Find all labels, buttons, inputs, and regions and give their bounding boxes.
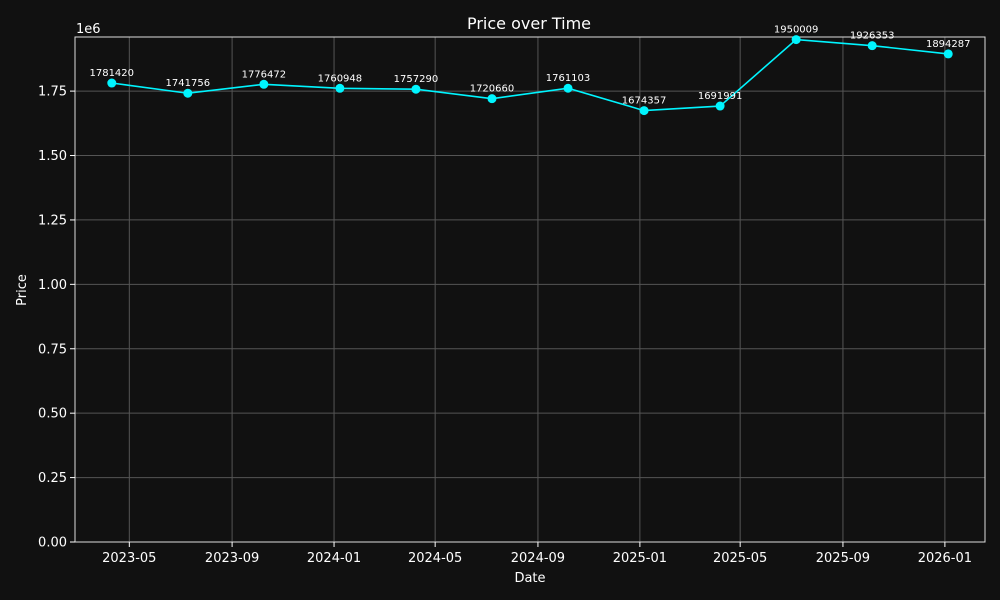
data-point [867,41,877,51]
data-label: 1757290 [394,74,439,85]
data-label: 1950009 [774,25,819,36]
data-label: 1894287 [926,39,971,50]
data-point [335,83,345,93]
data-label: 1674357 [622,96,667,107]
data-point [715,101,725,111]
data-label: 1741756 [166,78,211,89]
y-tick-label: 0.00 [38,536,67,551]
data-point [411,84,421,94]
x-tick-label: 2023-05 [102,551,156,566]
data-point [487,94,497,104]
data-label: 1760948 [318,73,363,84]
y-axis-title: Price [15,274,30,306]
series [107,35,953,116]
data-point [639,106,649,116]
x-axis-title: Date [514,571,545,586]
x-tick-label: 2025-09 [816,551,870,566]
data-label: 1720660 [470,84,515,95]
data-point [791,35,801,45]
y-offset-label: 1e6 [76,22,101,37]
x-tick-label: 2025-05 [713,551,767,566]
data-labels: 1781420 1741756 1776472 1760948 1757290 17206… [89,25,970,107]
x-tick-label: 2026-01 [918,551,972,566]
data-label: 1781420 [89,68,134,79]
x-tick-label: 2024-01 [307,551,361,566]
data-label: 1691991 [698,91,743,102]
axes: 0.00 0.25 0.50 0.75 1.00 1.25 1.50 1.75 2023-05 2… [38,36,986,566]
y-tick-label: 1.75 [38,85,67,100]
data-point [943,49,953,59]
x-tick-label: 2025-01 [613,551,667,566]
data-point [107,78,117,88]
data-label: 1761103 [546,73,591,84]
grid [75,37,985,543]
data-point [259,79,269,89]
y-tick-label: 0.75 [38,342,67,357]
data-label: 1776472 [242,69,287,80]
y-tick-label: 1.25 [38,213,67,228]
series-line [111,38,949,112]
data-point [563,83,573,93]
y-tick-label: 1.00 [38,278,67,293]
y-tick-label: 1.50 [38,149,67,164]
y-tick-label: 0.25 [38,471,67,486]
plot-frame [74,36,986,543]
x-tick-label: 2024-09 [511,551,565,566]
data-label: 1926353 [850,31,895,42]
x-tick-label: 2023-09 [205,551,259,566]
chart-title: Price over Time [467,14,591,33]
y-tick-label: 0.50 [38,407,67,422]
data-point [183,88,193,98]
x-tick-label: 2024-05 [408,551,462,566]
